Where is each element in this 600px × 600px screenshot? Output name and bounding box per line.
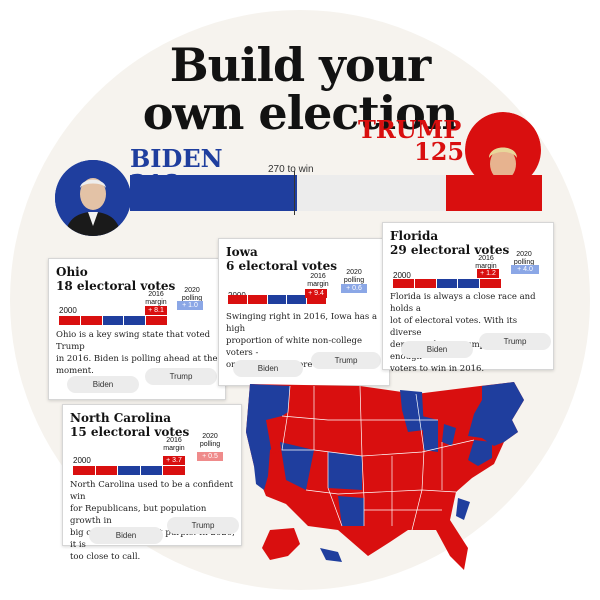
florida-title: Florida: [390, 229, 439, 243]
florida-biden-button[interactable]: Biden: [401, 341, 473, 358]
iowa-history-track: [228, 295, 326, 304]
north-carolina-polling-chip: + 0.5: [197, 452, 223, 461]
north-carolina-polling-label: 2020 polling: [199, 433, 221, 448]
iowa-margin-chip: + 9.4: [305, 289, 327, 298]
ohio-biden-button[interactable]: Biden: [67, 376, 139, 393]
ohio-electoral-votes: 18 electoral votes: [56, 279, 176, 293]
north-carolina-year-label: 2000: [73, 456, 91, 465]
north-carolina-trump-button[interactable]: Trump: [167, 517, 239, 534]
ohio-margin-label: 2016 margin: [145, 291, 167, 306]
ohio-polling-label: 2020 polling: [181, 287, 203, 302]
north-carolina-biden-button[interactable]: Biden: [89, 527, 163, 544]
biden-name: BIDEN: [130, 144, 223, 173]
trump-name: TRUMP: [358, 115, 462, 144]
biden-portrait: [55, 160, 131, 236]
trump-bar-segment: [446, 175, 542, 211]
florida-polling-chip: + 4.0: [511, 265, 539, 274]
north-carolina-margin-chip: + 3.7: [163, 456, 185, 465]
florida-electoral-votes: 29 electoral votes: [390, 243, 510, 257]
iowa-biden-button[interactable]: Biden: [233, 360, 303, 377]
iowa-margin-label: 2016 margin: [307, 273, 329, 288]
north-carolina-card: North Carolina 15 electoral votes 2016 ma…: [62, 404, 242, 562]
north-carolina-margin-label: 2016 margin: [163, 437, 185, 452]
florida-trump-button[interactable]: Trump: [479, 333, 551, 350]
ohio-year-label: 2000: [59, 306, 77, 315]
biden-bar-segment: [130, 175, 297, 211]
north-carolina-history-track: [73, 466, 185, 475]
north-carolina-electoral-votes: 15 electoral votes: [70, 425, 190, 439]
trump-votes: 125: [414, 137, 465, 166]
ohio-history-track: [59, 316, 167, 325]
ohio-margin-chip: + 8.1: [145, 306, 167, 315]
florida-polling-label: 2020 polling: [513, 251, 535, 266]
iowa-electoral-votes: 6 electoral votes: [226, 259, 337, 273]
to-win-label: 270 to win: [268, 164, 314, 175]
florida-margin-label: 2016 margin: [475, 255, 497, 270]
florida-history-track: [393, 279, 501, 288]
headline-line-2: own election: [142, 86, 459, 140]
ohio-polling-chip: + 1.0: [177, 301, 203, 310]
florida-margin-chip: + 1.2: [477, 269, 499, 278]
win-threshold-marker: [294, 171, 295, 215]
ohio-description: Ohio is a key swing state that voted Tru…: [56, 330, 218, 376]
ohio-trump-button[interactable]: Trump: [145, 368, 217, 385]
iowa-card: Iowa 6 electoral votes 2016 margin 2020 po…: [218, 238, 390, 386]
florida-card: Florida 29 electoral votes 2016 margin 20…: [382, 222, 554, 374]
us-electoral-map[interactable]: [242, 380, 532, 584]
florida-year-label: 2000: [393, 271, 411, 280]
ohio-card: Ohio 18 electoral votes 2016 margin 2020 p…: [48, 258, 226, 400]
iowa-polling-label: 2020 polling: [343, 269, 365, 284]
headline-line-1: Build your: [169, 38, 432, 92]
iowa-polling-chip: + 0.6: [341, 284, 367, 293]
iowa-title: Iowa: [226, 245, 258, 259]
ohio-title: Ohio: [56, 265, 88, 279]
electoral-vote-bar: [130, 171, 542, 215]
north-carolina-title: North Carolina: [70, 411, 172, 425]
iowa-trump-button[interactable]: Trump: [311, 352, 381, 369]
